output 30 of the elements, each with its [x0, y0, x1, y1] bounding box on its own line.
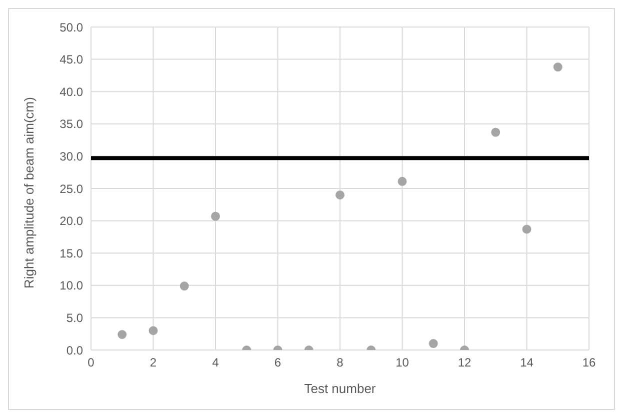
point — [491, 128, 500, 137]
x-tick-label: 10 — [396, 356, 410, 370]
x-axis-title: Test number — [304, 381, 376, 396]
y-tick-label: 45.0 — [60, 52, 84, 67]
point — [336, 190, 344, 200]
x-tick-label: 12 — [458, 356, 472, 370]
x-tick-label: 14 — [520, 356, 534, 370]
y-tick-label: 15.0 — [60, 246, 84, 260]
x-tick-label: 16 — [582, 356, 596, 370]
y-tick-label: 25.0 — [60, 182, 84, 196]
y-axis-title: Right amplitude of beam aim(cm) — [22, 97, 37, 288]
y-tick-label: 40.0 — [60, 84, 84, 99]
x-tick-label: 6 — [274, 356, 282, 370]
point — [118, 330, 127, 339]
y-tick-label: 0.0 — [66, 343, 84, 358]
y-tick-label: 20.0 — [60, 214, 84, 228]
y-tick-label: 30.0 — [60, 149, 84, 164]
y-tick-label: 5.0 — [66, 310, 84, 325]
x-tick-label: 2 — [150, 356, 157, 370]
x-tick-label: 4 — [212, 356, 220, 370]
x-tick-label: 0 — [88, 356, 95, 370]
point — [522, 224, 532, 234]
point — [180, 282, 189, 291]
y-tick-label: 50.0 — [60, 20, 84, 34]
point — [553, 62, 562, 72]
x-tick-label: 8 — [336, 356, 344, 370]
point — [398, 176, 407, 186]
y-tick-label: 10.0 — [60, 278, 84, 293]
point — [211, 212, 220, 221]
y-tick-label: 35.0 — [60, 117, 84, 132]
